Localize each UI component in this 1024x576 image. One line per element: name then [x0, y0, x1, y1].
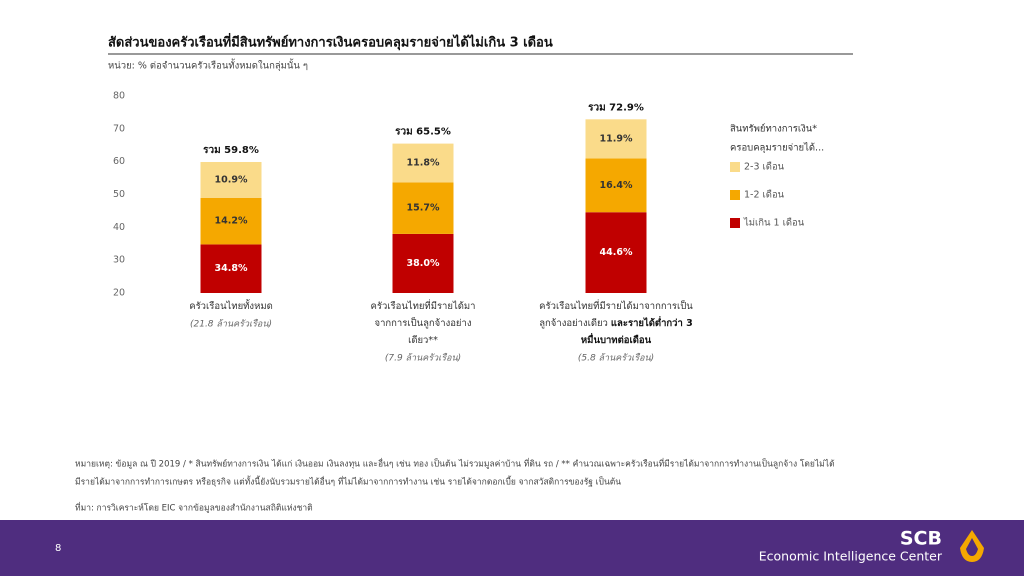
category-label-run: ครัวเรือนไทยทั้งหมด	[189, 299, 273, 312]
category-note: (21.8 ล้านครัวเรือน)	[190, 319, 272, 330]
value-label: 11.8%	[407, 157, 440, 168]
logo	[960, 530, 984, 562]
bar-segment	[200, 244, 262, 293]
category-label: หมื่นบาทต่อเดือน	[581, 332, 652, 346]
page-number: 8	[55, 543, 61, 554]
bar-segment	[585, 212, 647, 293]
y-tick-label: 50	[113, 189, 125, 200]
category-label-run: เดียว**	[408, 334, 438, 346]
category-label-run: ลูกจ้างอย่างเดียว	[539, 317, 611, 329]
value-label: 16.4%	[600, 180, 633, 191]
legend-label: 1-2 เดือน	[744, 190, 785, 201]
bar-segment	[200, 197, 262, 245]
category-label: ครัวเรือนไทยที่มีรายได้มา	[370, 299, 475, 312]
category-label: ครัวเรือนไทยทั้งหมด	[189, 299, 273, 312]
bar-segment	[392, 182, 454, 234]
value-label: 44.6%	[600, 247, 633, 258]
y-tick-label: 80	[113, 91, 125, 102]
value-label: 14.2%	[215, 216, 248, 227]
category-label: ลูกจ้างอย่างเดียว และรายได้ต่ำกว่า 3	[539, 315, 693, 329]
bar-segment	[585, 158, 647, 213]
category-label-run: จากการเป็นลูกจ้างอย่าง	[375, 316, 472, 329]
y-tick-label: 20	[113, 288, 125, 299]
total-label: รวม 72.9%	[588, 102, 644, 113]
y-tick-label: 60	[113, 156, 125, 167]
legend-swatch	[730, 162, 740, 172]
legend-label: ไม่เกิน 1 เดือน	[743, 217, 805, 229]
total-label: รวม 59.8%	[203, 145, 259, 156]
y-tick-label: 70	[113, 123, 125, 134]
bar-segment	[585, 119, 647, 159]
legend-swatch	[730, 218, 740, 228]
category-label-run: ครัวเรือนไทยที่มีรายได้มา	[370, 299, 475, 312]
category-label: จากการเป็นลูกจ้างอย่าง	[375, 316, 472, 329]
category-note: (7.9 ล้านครัวเรือน)	[385, 353, 461, 364]
legend-swatch	[730, 190, 740, 200]
value-label: 38.0%	[407, 258, 440, 269]
category-label-run: หมื่นบาทต่อเดือน	[581, 332, 652, 346]
category-note: (5.8 ล้านครัวเรือน)	[578, 353, 654, 364]
footer-bar	[0, 520, 1024, 576]
category-label-run: และรายได้ต่ำกว่า 3	[611, 315, 693, 329]
legend-title: สินทรัพย์ทางการเงิน*	[730, 123, 817, 135]
chart-subtitle: หน่วย: % ต่อจำนวนครัวเรือนทั้งหมดในกลุ่ม…	[108, 59, 308, 72]
footnote: หมายเหตุ: ข้อมูล ณ ปี 2019 / * สินทรัพย์…	[75, 458, 835, 470]
plot: 20 30 40 50 60 70 80 34.8% 14.2% 10.9% รวม 59.8% คร…	[113, 91, 824, 364]
chart-title: สัดส่วนของครัวเรือนที่มีสินทรัพย์ทางการเ…	[108, 33, 553, 51]
y-tick-label: 40	[113, 222, 125, 233]
bar-segment	[392, 233, 454, 293]
footnote: มีรายได้มาจากการทำการเกษตร หรือธุรกิจ แต…	[75, 476, 621, 488]
brand: SCB	[900, 528, 942, 550]
total-label: รวม 65.5%	[395, 127, 451, 138]
value-label: 10.9%	[215, 174, 248, 185]
bar-segment	[200, 161, 262, 198]
category-label: ครัวเรือนไทยที่มีรายได้มาจากการเป็น	[539, 299, 693, 312]
value-label: 34.8%	[215, 263, 248, 274]
brand-unit: Economic Intelligence Center	[759, 549, 943, 564]
value-label: 15.7%	[407, 203, 440, 214]
legend-title: ครอบคลุมรายจ่ายได้...	[730, 142, 824, 154]
legend-label: 2-3 เดือน	[744, 162, 785, 173]
bar-segment	[392, 143, 454, 183]
value-label: 11.9%	[600, 133, 633, 144]
footnote: ที่มา: การวิเคราะห์โดย EIC จากข้อมูลของส…	[75, 502, 313, 514]
category-label: เดียว**	[408, 334, 438, 346]
y-tick-label: 30	[113, 255, 125, 266]
category-label-run: ครัวเรือนไทยที่มีรายได้มาจากการเป็น	[539, 299, 693, 312]
